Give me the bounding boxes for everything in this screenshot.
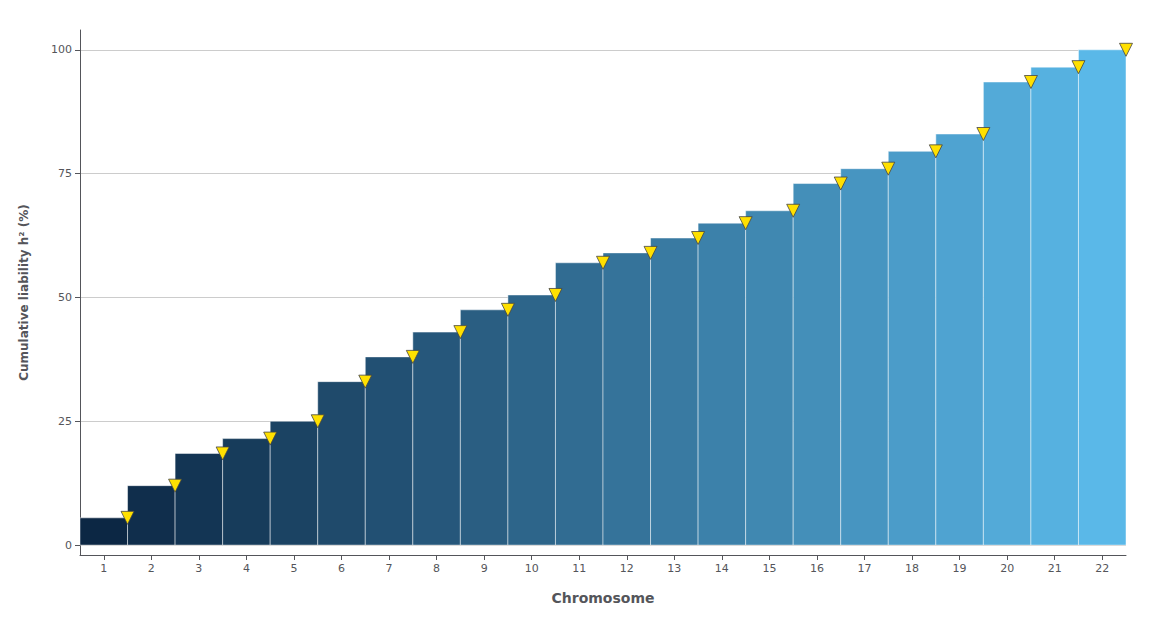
svg-text:10: 10 xyxy=(525,562,539,575)
svg-text:17: 17 xyxy=(858,562,872,575)
svg-text:9: 9 xyxy=(481,562,488,575)
svg-text:12: 12 xyxy=(620,562,634,575)
svg-text:13: 13 xyxy=(667,562,681,575)
svg-text:16: 16 xyxy=(810,562,824,575)
svg-text:3: 3 xyxy=(195,562,202,575)
svg-text:5: 5 xyxy=(290,562,297,575)
svg-text:Cumulative liability h² (%): Cumulative liability h² (%) xyxy=(17,204,31,381)
svg-text:75: 75 xyxy=(58,167,72,180)
svg-text:7: 7 xyxy=(386,562,393,575)
svg-text:15: 15 xyxy=(762,562,776,575)
svg-text:6: 6 xyxy=(338,562,345,575)
svg-text:100: 100 xyxy=(51,43,72,56)
svg-text:0: 0 xyxy=(65,539,72,552)
svg-text:22: 22 xyxy=(1095,562,1109,575)
svg-text:18: 18 xyxy=(905,562,919,575)
svg-text:50: 50 xyxy=(58,291,72,304)
svg-text:19: 19 xyxy=(953,562,967,575)
svg-text:Chromosome: Chromosome xyxy=(551,590,654,606)
svg-text:14: 14 xyxy=(715,562,729,575)
svg-text:8: 8 xyxy=(433,562,440,575)
svg-text:11: 11 xyxy=(572,562,586,575)
svg-text:20: 20 xyxy=(1000,562,1014,575)
svg-text:2: 2 xyxy=(148,562,155,575)
svg-text:4: 4 xyxy=(243,562,250,575)
svg-text:25: 25 xyxy=(58,415,72,428)
svg-text:21: 21 xyxy=(1048,562,1062,575)
svg-text:1: 1 xyxy=(100,562,107,575)
